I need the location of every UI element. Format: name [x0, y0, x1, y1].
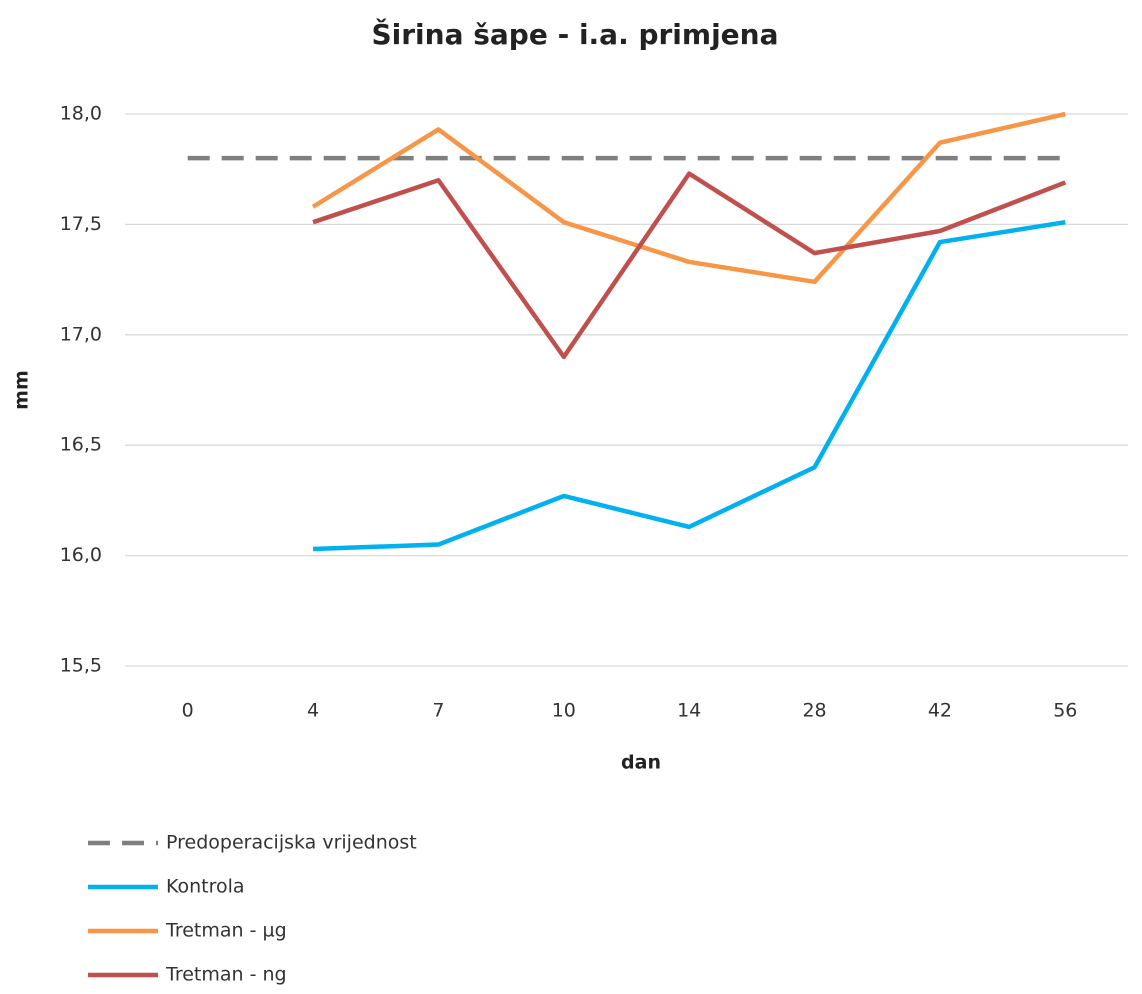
x-tick-label: 4	[307, 700, 319, 722]
x-tick-label: 14	[677, 700, 701, 722]
series-line	[312, 219, 1066, 552]
x-tick-label: 28	[802, 700, 826, 722]
series-line	[312, 171, 1067, 360]
legend-label: Kontrola	[166, 876, 245, 898]
x-tick-label: 56	[1053, 700, 1077, 722]
y-tick-label: 16,0	[60, 544, 102, 566]
y-tick-label: 16,5	[60, 434, 102, 456]
y-tick-label: 17,5	[60, 213, 102, 235]
y-tick-label: 18,0	[60, 103, 102, 125]
x-axis-title: dan	[621, 752, 661, 774]
x-tick-label: 0	[182, 700, 194, 722]
chart-title: Širina šape - i.a. primjena	[371, 17, 778, 51]
x-tick-label: 42	[928, 700, 952, 722]
legend-label: Tretman - µg	[165, 920, 287, 942]
y-axis-title: mm	[11, 370, 33, 410]
legend-label: Predoperacijska vrijednost	[166, 832, 417, 854]
y-tick-label: 17,0	[60, 323, 102, 345]
x-tick-label: 10	[552, 700, 576, 722]
x-tick-label: 7	[432, 700, 444, 722]
y-tick-label: 15,5	[60, 655, 102, 677]
legend-label: Tretman - ng	[165, 964, 287, 986]
series-line	[311, 111, 1066, 285]
